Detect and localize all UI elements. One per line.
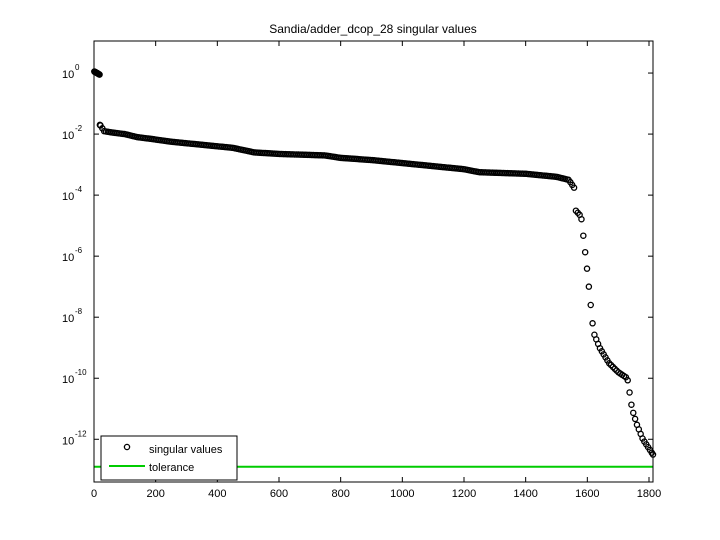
singular-value-point <box>607 361 615 369</box>
singular-value-point <box>624 377 631 384</box>
x-tick-label: 1400 <box>513 488 537 500</box>
x-tick-label: 600 <box>270 488 288 500</box>
y-tick-label-exponent: 0 <box>75 63 80 72</box>
legend-box <box>100 435 238 481</box>
singular-value-point <box>589 320 596 327</box>
x-tick-label: 1200 <box>452 488 476 500</box>
y-tick-label-exponent: -4 <box>75 185 83 194</box>
y-tick-label-base: 10 <box>62 191 74 203</box>
legend-label-tolerance: tolerance <box>149 462 194 474</box>
singular-value-point <box>96 71 103 78</box>
legend-label-singular-values: singular values <box>149 444 223 456</box>
y-tick-label-base: 10 <box>62 374 74 386</box>
y-tick-label-exponent: -6 <box>75 246 83 255</box>
chart-title: Sandia/adder_dcop_28 singular values <box>269 22 477 36</box>
x-tick-label: 1000 <box>390 488 414 500</box>
x-axis-ticks: 0 200 400 600 800 1000 1200 1400 1600 1800 <box>91 41 661 500</box>
singular-values-points-layer <box>91 68 657 458</box>
y-tick-label-base: 10 <box>62 252 74 264</box>
x-tick-label: 1800 <box>637 488 661 500</box>
singular-value-point <box>611 365 619 373</box>
plot-frame <box>93 40 654 483</box>
singular-value-point <box>580 232 587 239</box>
singular-value-point <box>587 301 594 309</box>
y-tick-label-base: 10 <box>62 313 74 325</box>
singular-value-point <box>631 415 639 423</box>
x-tick-label: 400 <box>208 488 226 500</box>
y-tick-label-exponent: -8 <box>75 307 83 316</box>
singular-value-point <box>630 409 637 417</box>
x-tick-label: 200 <box>146 488 164 500</box>
y-tick-label-exponent: -2 <box>75 124 83 133</box>
y-tick-label-base: 10 <box>62 435 74 447</box>
singular-value-point <box>605 360 613 367</box>
y-tick-label-base: 10 <box>62 130 74 142</box>
singular-value-point <box>578 215 585 223</box>
singular-value-point <box>585 283 593 290</box>
plot-background <box>94 41 653 482</box>
legend-marker-singular-values <box>123 443 131 451</box>
singular-value-point <box>583 265 591 272</box>
y-tick-label-exponent: -12 <box>75 429 87 438</box>
y-tick-label-exponent: -10 <box>75 368 87 377</box>
singular-value-point <box>609 363 617 371</box>
x-tick-label: 800 <box>331 488 349 500</box>
y-tick-label-base: 10 <box>62 69 74 81</box>
singular-value-point <box>626 389 633 396</box>
singular-value-point <box>581 248 589 256</box>
legend: singular values tolerance <box>100 435 238 481</box>
x-tick-label: 0 <box>91 488 97 500</box>
x-tick-label: 1600 <box>575 488 599 500</box>
singular-value-point <box>570 184 578 191</box>
singular-value-point <box>628 401 635 408</box>
